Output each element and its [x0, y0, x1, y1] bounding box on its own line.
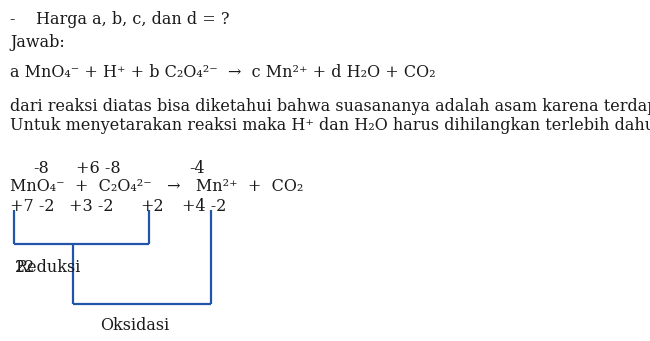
Text: +2: +2 [140, 198, 164, 215]
Text: +6 -8: +6 -8 [76, 160, 120, 177]
Text: Jawab:: Jawab: [10, 34, 65, 51]
Text: -4: -4 [190, 160, 205, 177]
Text: 22: 22 [16, 259, 36, 276]
Text: Oksidasi: Oksidasi [100, 317, 169, 334]
Text: a MnO₄⁻ + H⁺ + b C₂O₄²⁻  →  c Mn²⁺ + d H₂O + CO₂: a MnO₄⁻ + H⁺ + b C₂O₄²⁻ → c Mn²⁺ + d H₂O… [10, 64, 436, 81]
Text: MnO₄⁻  +  C₂O₄²⁻   →   Mn²⁺  +  CO₂: MnO₄⁻ + C₂O₄²⁻ → Mn²⁺ + CO₂ [10, 178, 304, 195]
Text: -8: -8 [33, 160, 49, 177]
Text: +3 -2: +3 -2 [70, 198, 114, 215]
Text: dari reaksi diatas bisa diketahui bahwa suasananya adalah asam karena terdapat i: dari reaksi diatas bisa diketahui bahwa … [10, 98, 650, 115]
Text: -    Harga a, b, c, dan d = ?: - Harga a, b, c, dan d = ? [10, 11, 230, 28]
Text: +7 -2: +7 -2 [10, 198, 55, 215]
Text: +4 -2: +4 -2 [182, 198, 226, 215]
Text: Untuk menyetarakan reaksi maka H⁺ dan H₂O harus dihilangkan terlebih dahulu.: Untuk menyetarakan reaksi maka H⁺ dan H₂… [10, 117, 650, 134]
Text: Reduksi: Reduksi [16, 259, 81, 276]
